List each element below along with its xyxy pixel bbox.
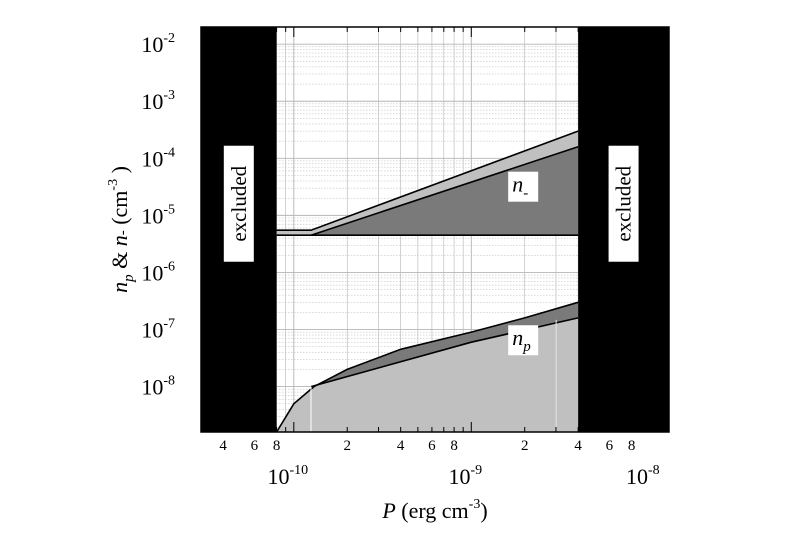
x-minor-tick-label: 8	[450, 438, 458, 454]
excluded-label: excluded	[227, 165, 251, 241]
x-minor-tick-label: 6	[606, 438, 614, 454]
x-minor-tick-label: 8	[273, 438, 281, 454]
y-axis-title: np & n- (cm-3 )	[106, 166, 137, 293]
y-tick-label: 10-4	[141, 145, 175, 171]
excluded-regions: excluded excluded	[201, 27, 669, 432]
y-tick-label: 10-3	[141, 88, 175, 114]
x-minor-tick-label: 6	[428, 438, 436, 454]
y-tick-label: 10-5	[141, 202, 175, 228]
n-p-lower-curve	[310, 317, 579, 388]
n-p-label-box	[508, 325, 539, 356]
x-minor-tick-label: 8	[628, 438, 636, 454]
y-tick-label: 10-2	[141, 31, 175, 57]
x-minor-tick-label: 4	[397, 438, 405, 454]
excluded-label: excluded	[612, 165, 636, 241]
y-tick-label: 10-7	[141, 317, 175, 343]
x-minor-tick-label: 6	[251, 438, 259, 454]
y-tick-label: 10-8	[141, 374, 175, 400]
axis-titles: P (erg cm-3) np & n- (cm-3 )	[106, 166, 488, 523]
n-p-upper-curve	[275, 301, 579, 432]
n-p-dark-region	[311, 302, 579, 387]
axis-ticks: 4 6 8 2 4 6 8 2 4 6 810-10 10-9 10-810-810-710-610-5…	[141, 26, 669, 489]
n-minus-label-box	[508, 171, 539, 202]
plot-frame	[200, 26, 670, 433]
n-p-label: np	[512, 325, 531, 355]
region-fills	[275, 130, 579, 432]
x-minor-tick-label: 2	[343, 438, 351, 454]
x-minor-tick-label: 2	[521, 438, 529, 454]
x-major-tick-label: 10-8	[626, 463, 660, 489]
x-axis-title: P (erg cm-3)	[381, 497, 487, 523]
x-minor-tick-label: 4	[219, 438, 227, 454]
n-minus-upper-curve	[276, 130, 579, 231]
curve-labels: n-np	[508, 171, 539, 356]
excluded-label-box	[608, 145, 639, 262]
y-tick-label: 10-6	[141, 259, 175, 285]
n-minus-label: n-	[512, 172, 528, 202]
x-minor-tick-label: 4	[574, 438, 582, 454]
excluded-label-box	[223, 145, 254, 262]
x-major-tick-label: 10-10	[267, 463, 308, 489]
x-major-tick-label: 10-9	[448, 463, 482, 489]
n-minus-lower-curve	[310, 145, 579, 236]
